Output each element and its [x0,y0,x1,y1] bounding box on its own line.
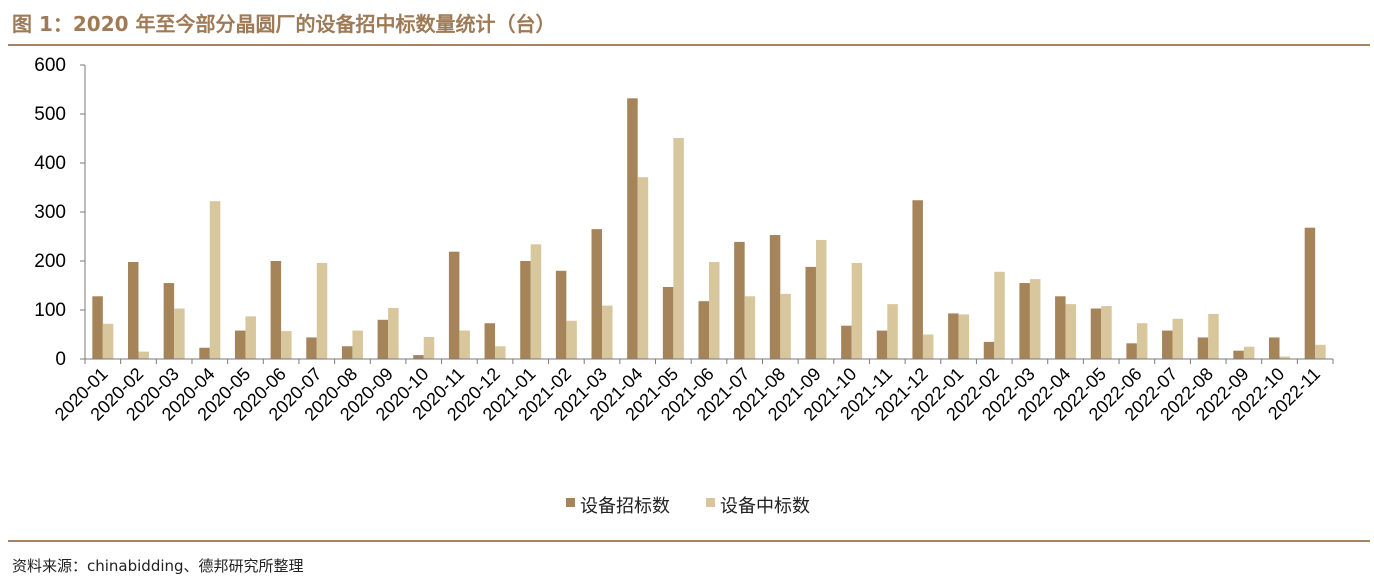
bar-bidding-2022-01 [948,313,959,359]
bar-awarded-2020-10 [423,336,435,359]
bar-bidding-2021-09 [805,266,816,359]
bar-bidding-2021-05 [662,286,674,359]
bar-awarded-2021-06 [709,261,720,359]
bar-bidding-2022-04 [1055,296,1066,359]
bar-bidding-2022-06 [1126,343,1137,359]
bar-awarded-2020-03 [174,308,185,359]
bar-bidding-2022-10 [1269,337,1280,359]
bar-bidding-2020-06 [270,261,282,359]
bar-bidding-2021-12 [912,200,923,359]
bar-awarded-2022-02 [994,271,1005,359]
bar-awarded-2021-05 [673,138,684,359]
bar-awarded-2021-08 [780,293,791,359]
bar-bidding-2021-02 [555,270,567,359]
legend-label-1: 设备招标数 [580,496,670,516]
bar-awarded-2022-10 [1279,356,1291,359]
bar-awarded-2021-01 [530,244,542,359]
bar-bidding-2020-05 [234,330,246,359]
y-tick-label: 600 [34,55,66,76]
bar-awarded-2021-04 [637,177,649,359]
legend-label-2: 设备中标数 [720,496,810,516]
bar-awarded-2020-11 [459,330,470,359]
bar-bidding-2021-06 [698,301,709,359]
bar-awarded-2022-04 [1065,304,1077,359]
bar-bidding-2020-10 [413,355,424,359]
bar-bidding-2022-07 [1162,330,1173,359]
bar-awarded-2022-09 [1243,346,1255,359]
bar-bidding-2021-11 [876,330,888,359]
bar-bidding-2021-03 [591,229,603,359]
bar-awarded-2020-12 [495,346,506,359]
bar-awarded-2021-12 [922,334,934,359]
bar-bidding-2021-07 [734,241,745,359]
y-tick-label: 200 [34,251,66,272]
bar-bidding-2022-09 [1233,350,1244,359]
bar-bidding-2022-03 [1019,283,1030,359]
bottom-rule [8,540,1370,542]
bar-awarded-2020-04 [209,201,221,359]
bar-chart: 01002003004005006002020-012020-022020-03… [34,55,1334,516]
bar-awarded-2022-08 [1208,313,1219,359]
bar-bidding-2022-08 [1197,337,1209,359]
y-tick-label: 100 [34,300,66,321]
bar-awarded-2020-07 [316,262,328,359]
bar-bidding-2020-11 [448,251,460,359]
bar-awarded-2022-01 [958,314,970,359]
bar-awarded-2022-11 [1315,344,1326,359]
legend-swatch-1 [566,498,575,507]
bar-bidding-2022-02 [983,341,995,359]
y-tick-label: 300 [34,202,66,223]
bar-bidding-2020-04 [199,347,210,359]
y-tick-label: 500 [34,104,66,125]
figure-title: 图 1：2020 年至今部分晶圆厂的设备招中标数量统计（台） [12,12,556,36]
bar-awarded-2022-06 [1136,323,1148,359]
bar-awarded-2022-03 [1029,279,1041,359]
bar-awarded-2022-05 [1101,306,1112,359]
bar-awarded-2020-01 [102,323,114,359]
bar-bidding-2021-08 [769,235,781,359]
legend-swatch-2 [706,498,715,507]
bar-bidding-2020-01 [92,296,103,359]
bar-awarded-2022-07 [1172,318,1184,359]
top-rule [8,44,1370,46]
bar-bidding-2020-09 [377,319,389,359]
bar-awarded-2020-05 [245,316,256,359]
bar-bidding-2021-10 [841,325,852,359]
bar-awarded-2021-10 [851,262,863,359]
bar-awarded-2021-03 [602,305,613,359]
bar-awarded-2020-02 [138,351,149,359]
bar-awarded-2021-11 [887,304,898,359]
bar-bidding-2020-07 [306,337,317,359]
bar-bidding-2022-05 [1090,308,1102,359]
bar-awarded-2020-08 [352,330,363,359]
y-tick-label: 400 [34,153,66,174]
bar-awarded-2021-09 [815,239,827,359]
y-tick-label: 0 [55,349,66,370]
bar-bidding-2020-03 [163,283,175,359]
bar-bidding-2020-02 [127,261,139,359]
bar-bidding-2020-12 [484,323,496,359]
bar-awarded-2020-09 [388,308,399,359]
bar-awarded-2020-06 [281,331,292,359]
bar-bidding-2021-01 [520,261,531,359]
source-note: 资料来源：chinabidding、德邦研究所整理 [12,557,304,575]
bar-awarded-2021-07 [744,296,756,359]
bar-bidding-2021-04 [627,98,638,359]
bar-bidding-2022-11 [1304,227,1316,359]
bar-awarded-2021-02 [566,320,577,359]
bar-bidding-2020-08 [341,346,353,359]
